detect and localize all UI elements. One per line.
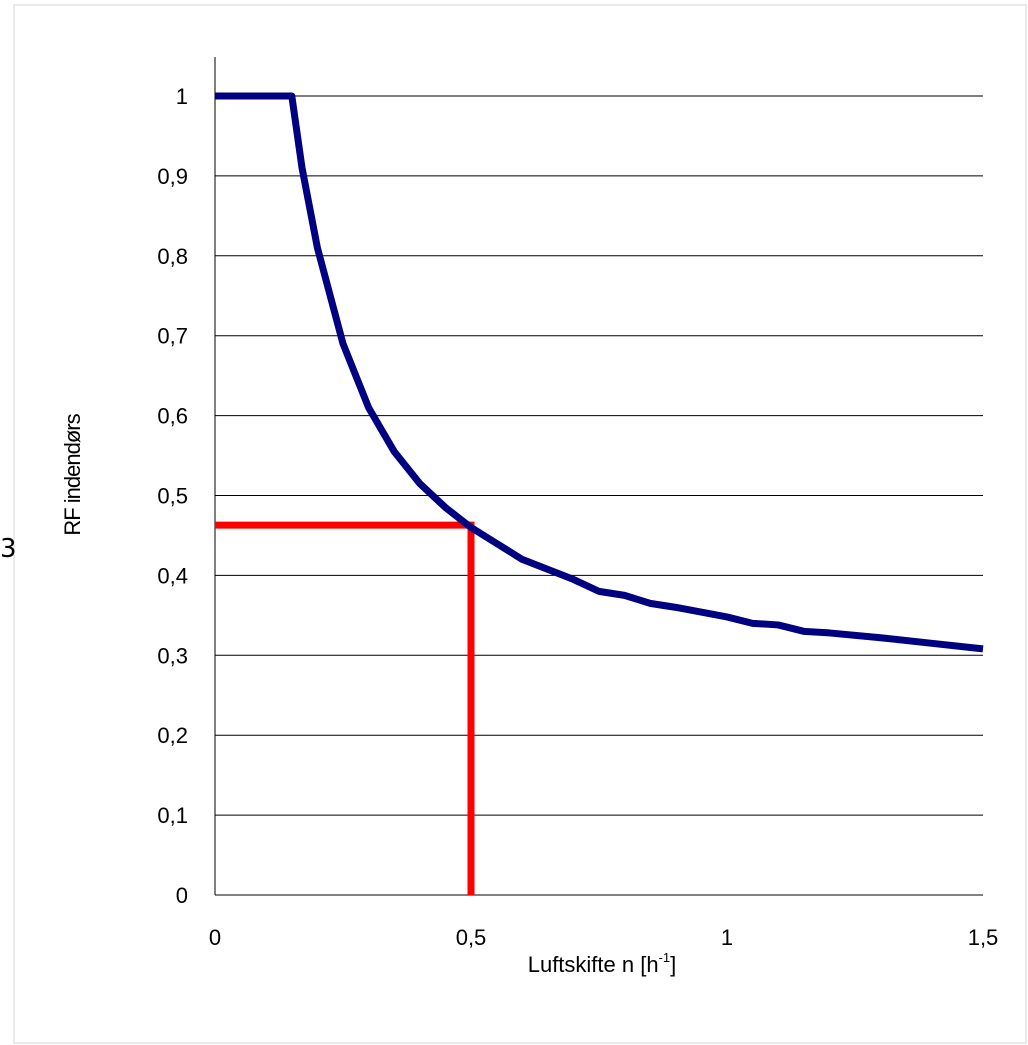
y-tick-labels: 0 0,1 0,2 0,3 0,4 0,5 0,6 0,7 0,8 0,9 1 [157,84,188,908]
x-tick-label: 0 [209,925,221,950]
y-tick-label: 0,8 [157,244,188,269]
y-tick-label: 0,9 [157,164,188,189]
x-tick-labels: 0 0,5 1 1,5 [209,925,998,950]
series-line [215,92,984,653]
y-tick-label: 0,3 [157,643,188,668]
y-tick-label: 0,5 [157,484,188,509]
y-tick-label: 0,6 [157,404,188,429]
x-axis-label-main: Luftskifte n [h [528,952,659,977]
reference-lines [215,521,475,895]
y-axis-label: RF indendørs [60,413,85,535]
x-tick-label: 1 [721,925,733,950]
gridlines [215,95,983,816]
y-tick-label: 1 [176,84,188,109]
x-axis-label-superscript: -1 [659,950,671,965]
plot-background [215,57,983,895]
y-tick-label: 0,7 [157,324,188,349]
plot-area [215,57,983,895]
y-tick-label: 0,2 [157,723,188,748]
x-tick-label: 1,5 [968,925,999,950]
axes [214,57,983,896]
y-tick-label: 0 [176,883,188,908]
side-text: 3 [0,534,17,564]
y-tick-label: 0,4 [157,563,188,588]
x-axis-label-end: ] [670,952,676,977]
x-tick-label: 0,5 [456,925,487,950]
series-layer [215,92,984,653]
x-axis-label: Luftskifte n [h-1] [528,950,677,977]
y-tick-label: 0,1 [157,803,188,828]
